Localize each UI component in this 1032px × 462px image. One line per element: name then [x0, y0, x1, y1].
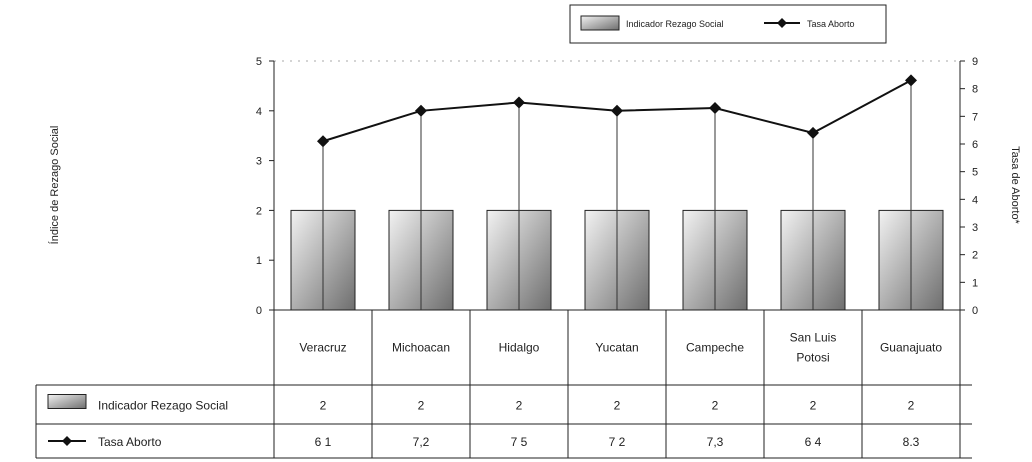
data-table: Veracruz Michoacan Hidalgo Yucatan Campeche S… [35, 310, 972, 459]
table-cell-bar-value: 2 [908, 399, 915, 413]
left-tick-label: 1 [256, 255, 262, 267]
x-category-label: San Luis Potosi [790, 331, 837, 365]
x-category-label: Michoacan [392, 341, 450, 355]
right-tick-label: 8 [972, 84, 978, 96]
line-point-marker [317, 135, 329, 148]
y-axis-label-right: Tasa de Aborto* [1009, 146, 1021, 224]
right-tick-label: 1 [972, 277, 978, 289]
left-tick-label: 3 [256, 156, 262, 168]
right-tick-label: 0 [972, 305, 978, 317]
left-tick-label: 2 [256, 205, 262, 217]
x-category-label-line: San Luis [790, 331, 837, 345]
line-point-marker [415, 104, 427, 117]
table-line-marker [62, 436, 72, 446]
x-category-label-line: Yucatan [595, 341, 638, 355]
table-row-label-bar: Indicador Rezago Social [98, 399, 228, 413]
x-category-label: Yucatan [595, 341, 638, 355]
table-cell-line-value: 7,3 [707, 435, 724, 449]
table-cell-line-value: 6 1 [315, 435, 332, 449]
right-tick-label: 7 [972, 111, 978, 123]
x-category-label-line: Campeche [686, 341, 744, 355]
table-cell-line-value: 7,2 [413, 435, 430, 449]
table-cell-line-value: 7 2 [609, 435, 626, 449]
left-tick-label: 5 [256, 56, 262, 68]
x-category-label: Veracruz [299, 341, 346, 355]
legend-line-marker [777, 18, 787, 28]
right-tick-label: 4 [972, 194, 978, 206]
legend-box [569, 4, 887, 44]
table-cell-bar-value: 2 [320, 399, 327, 413]
table-bar-swatch [47, 394, 87, 409]
line-point-marker [905, 74, 917, 87]
table-cell-bar-value: 2 [418, 399, 425, 413]
x-category-label-line: Guanajuato [880, 341, 942, 355]
table-cell-line-value: 8.3 [903, 435, 920, 449]
table-cell-bar-value: 2 [614, 399, 621, 413]
x-category-label-line: Potosi [796, 351, 829, 365]
table-row-label-line: Tasa Aborto [98, 435, 162, 449]
x-category-label: Guanajuato [880, 341, 942, 355]
right-tick-label: 3 [972, 222, 978, 234]
x-category-label: Hidalgo [499, 341, 540, 355]
legend-line-label: Tasa Aborto [807, 19, 855, 29]
right-tick-label: 5 [972, 167, 978, 179]
tick-labels: 0 1 2 3 4 5 0 1 2 3 4 5 6 7 8 9 [256, 56, 978, 317]
x-category-label-line: Michoacan [392, 341, 450, 355]
left-tick-label: 4 [256, 106, 262, 118]
line-point-marker [807, 126, 819, 139]
legend: Indicador Rezago Social Tasa Aborto [569, 4, 887, 44]
line-point-marker [611, 104, 623, 117]
table-cell-line-value: 6 4 [805, 435, 822, 449]
x-category-label-line: Hidalgo [499, 341, 540, 355]
table-cell-line-value: 7 5 [511, 435, 528, 449]
table-cell-bar-value: 2 [516, 399, 523, 413]
line-point-marker [709, 102, 721, 115]
x-category-label-line: Veracruz [299, 341, 346, 355]
legend-bar-label: Indicador Rezago Social [626, 19, 724, 29]
x-category-label: Campeche [686, 341, 744, 355]
table-cell-bar-value: 2 [712, 399, 719, 413]
y-axis-label-left: Índice de Rezago Social [48, 126, 61, 245]
right-tick-label: 2 [972, 250, 978, 262]
right-tick-label: 6 [972, 139, 978, 151]
right-tick-label: 9 [972, 56, 978, 68]
left-tick-label: 0 [256, 305, 262, 317]
line-point-marker [513, 96, 525, 109]
table-cell-bar-value: 2 [810, 399, 817, 413]
legend-bar-swatch [580, 15, 620, 31]
line-series [317, 74, 917, 310]
